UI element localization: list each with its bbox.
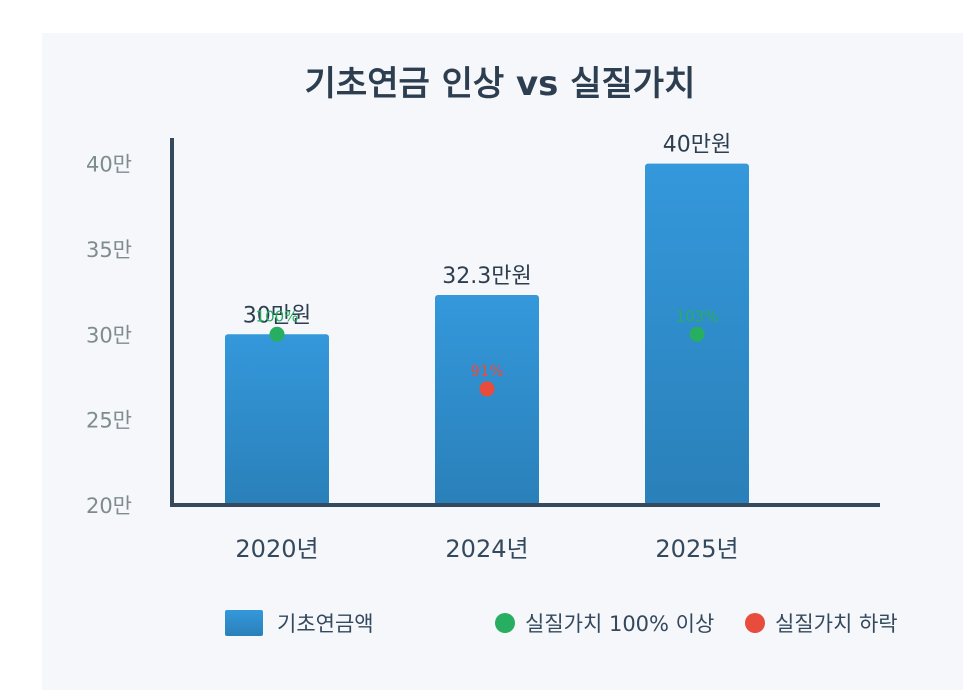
legend: 기초연금액 실질가치 100% 이상 실질가치 하락 — [225, 610, 898, 636]
x-tick-label: 2020년 — [235, 535, 318, 563]
y-tick-label: 25만 — [86, 409, 132, 433]
y-tick-label: 30만 — [86, 323, 132, 347]
legend-swatch-dot — [745, 613, 765, 633]
legend-swatch-dot — [495, 613, 515, 633]
y-tick-label: 40만 — [86, 153, 132, 177]
legend-swatch-bar — [225, 610, 263, 636]
bar-value-label: 30만원 — [243, 303, 311, 328]
legend-label: 실질가치 100% 이상 — [525, 612, 714, 636]
x-tick-label: 2025년 — [655, 535, 738, 563]
x-tick-label: 2024년 — [445, 535, 528, 563]
real-value-dot — [479, 381, 495, 397]
real-value-label: 103% — [676, 307, 719, 325]
bar-chart: 기초연금 인상 vs 실질가치 20만 25만 30만 35만 40만 30만원 2020년… — [86, 64, 898, 636]
chart-title: 기초연금 인상 vs 실질가치 — [305, 64, 696, 104]
y-tick-label: 35만 — [86, 238, 132, 262]
legend-label: 기초연금액 — [277, 612, 374, 636]
bar-value-label: 40만원 — [663, 133, 731, 158]
bar-value-label: 32.3만원 — [442, 264, 531, 289]
y-tick-label: 20만 — [86, 494, 132, 518]
real-value-label: 100% — [256, 307, 299, 325]
legend-label: 실질가치 하락 — [775, 612, 898, 636]
real-value-label: 91% — [470, 362, 503, 380]
bar — [225, 334, 329, 505]
plot-area: 20만 25만 30만 35만 40만 30만원 2020년 32.3만원 2024년 40만원 2… — [86, 133, 880, 563]
bar — [435, 295, 539, 505]
chart-card: 기초연금 인상 vs 실질가치 20만 25만 30만 35만 40만 30만원 2020년… — [42, 33, 963, 690]
real-value-dot — [689, 326, 705, 342]
real-value-dot — [269, 326, 285, 342]
